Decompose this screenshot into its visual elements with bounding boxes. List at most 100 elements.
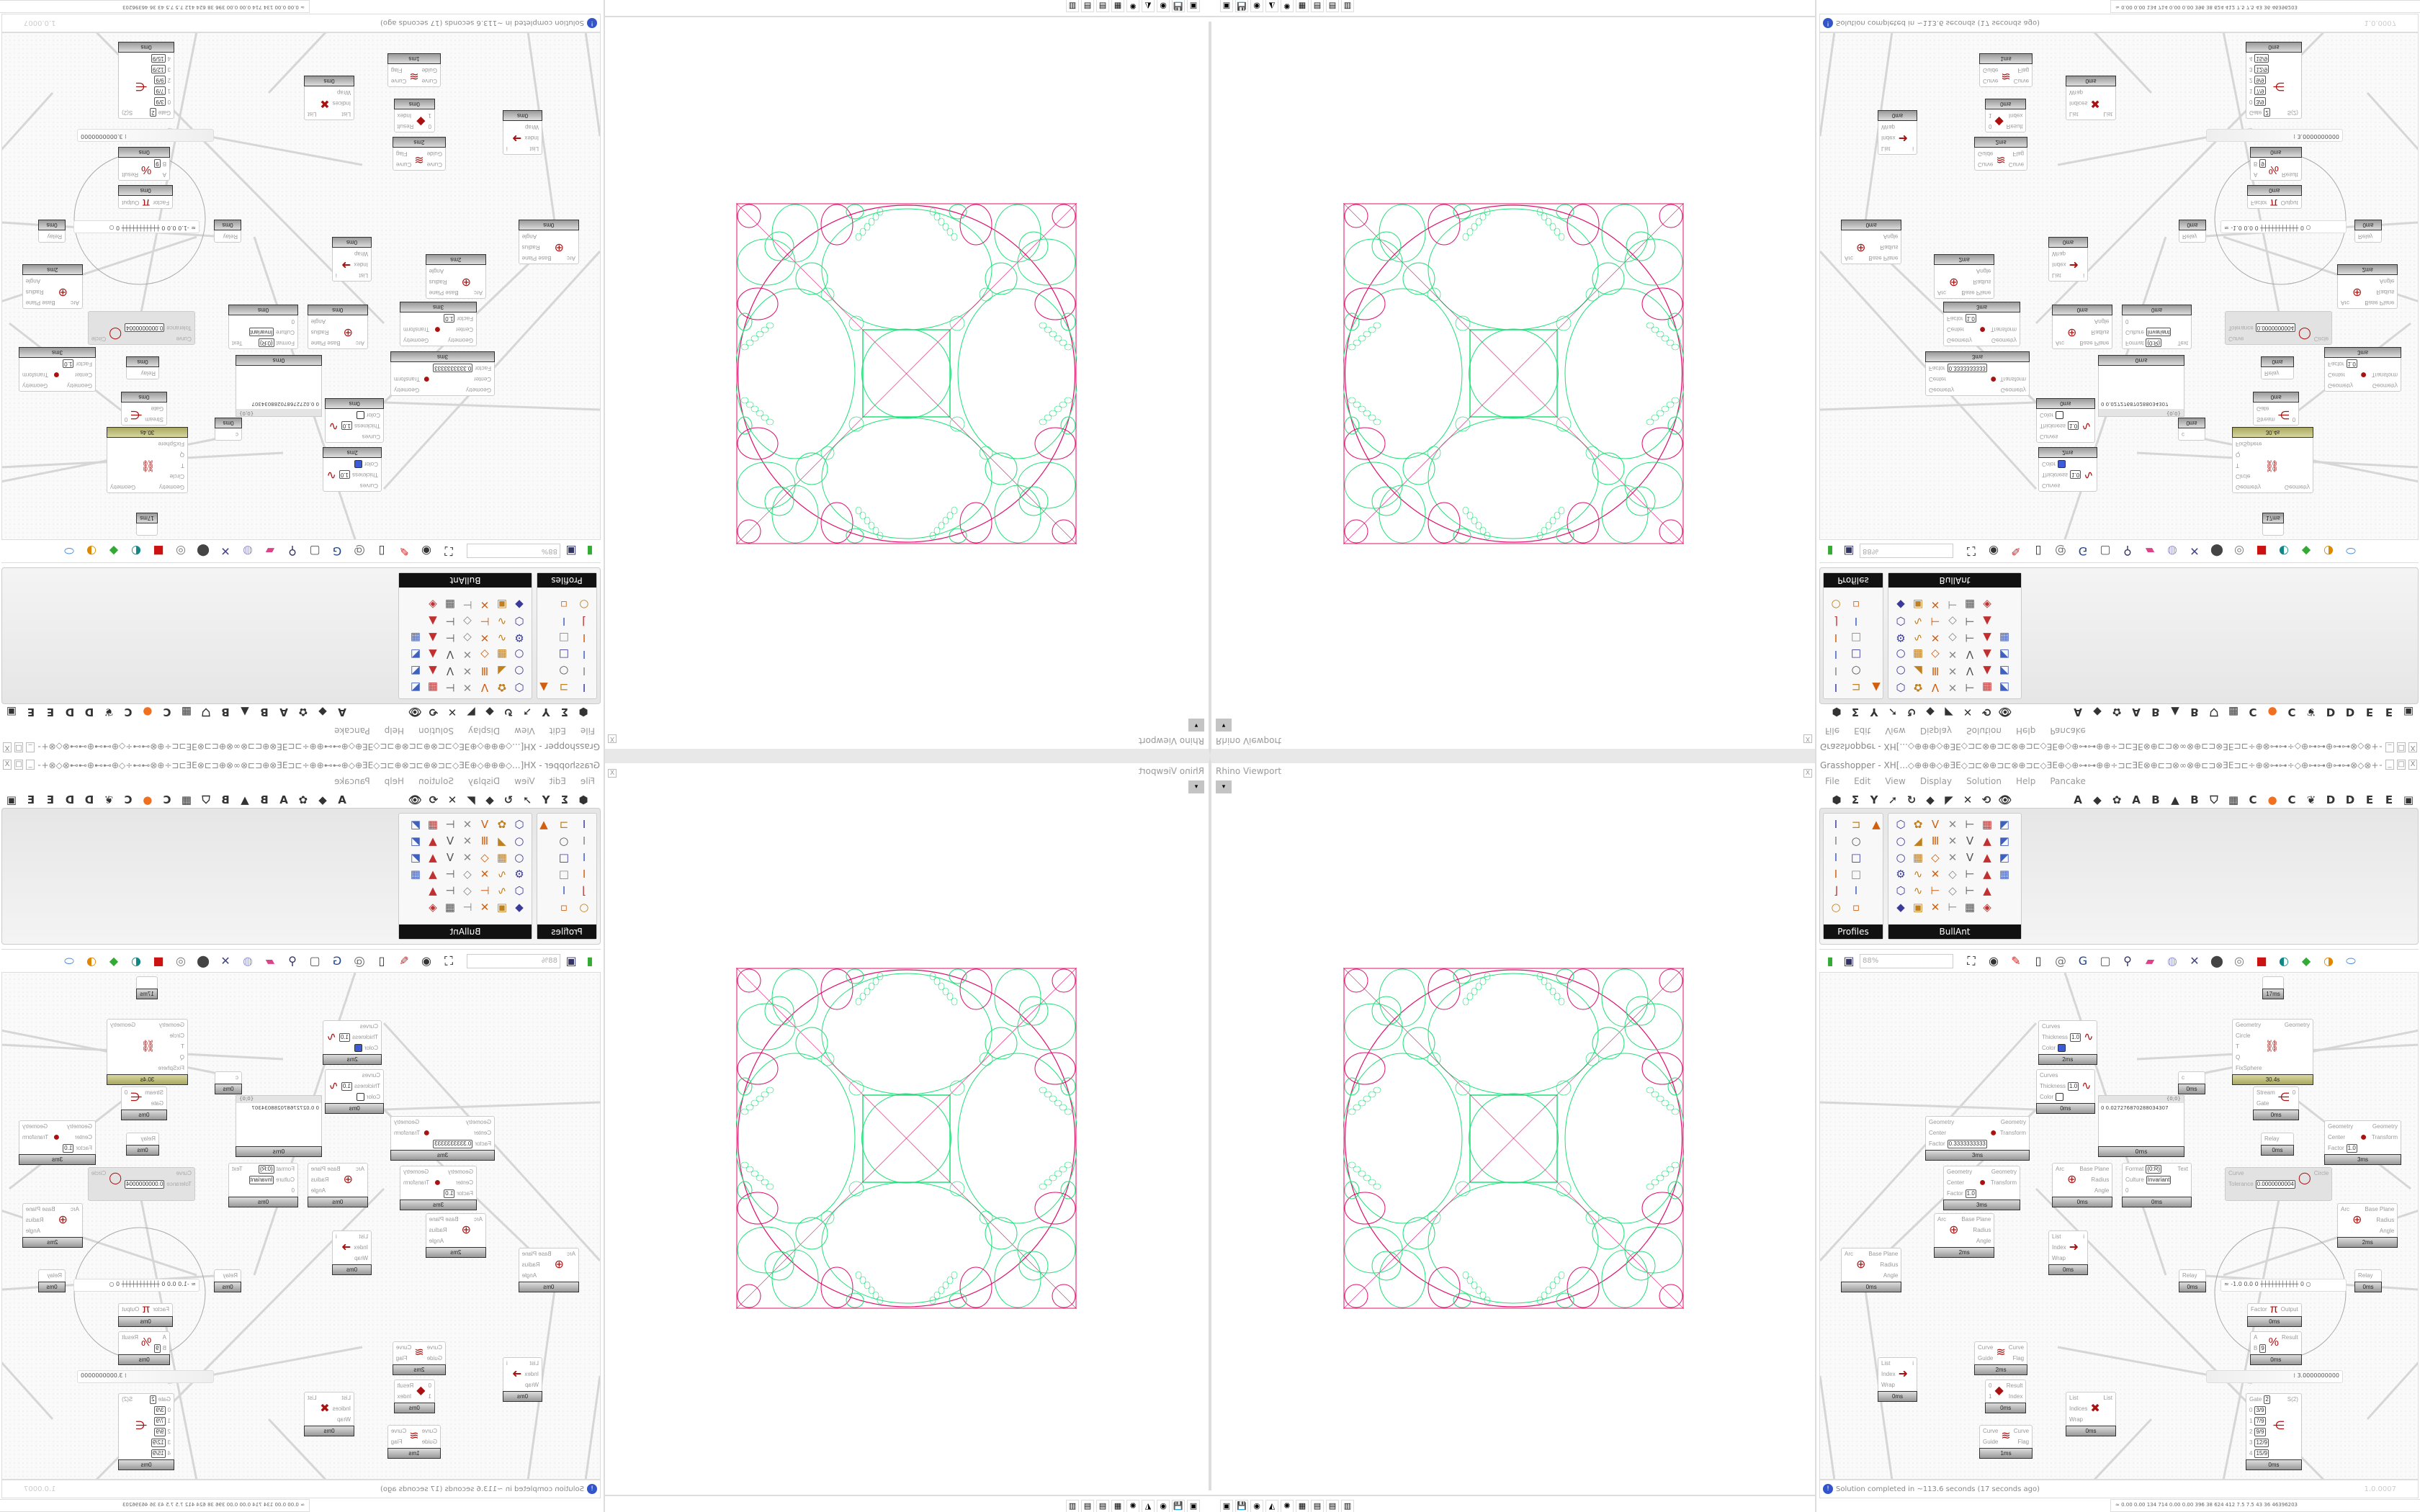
input-port[interactable]: Relay (2182, 1272, 2197, 1279)
component-node[interactable]: Stream Gate ⋲ 0 0ms (2253, 1086, 2300, 1120)
component-node[interactable]: List Index Wrap ➜ i 0ms (503, 110, 542, 155)
input-port[interactable]: Wrap (2069, 89, 2083, 96)
input-port[interactable]: Curves (359, 1023, 378, 1030)
cone-icon[interactable]: ◆ (109, 954, 119, 968)
toolbar-tab-icon[interactable]: C (124, 706, 133, 719)
component-node[interactable]: Geometry Center Factor 1.0 ● Geometry Transfor… (1943, 302, 2020, 346)
viewport-dropdown[interactable]: ▾ (1188, 780, 1204, 793)
param-value[interactable]: 0.3333333333 (433, 364, 473, 373)
component-node[interactable]: 17ms (2262, 513, 2284, 536)
toolbar-tab-icon[interactable]: ▦ (2228, 793, 2239, 806)
input-port[interactable]: List (1881, 145, 1891, 152)
input-port[interactable]: Guide (1983, 67, 1999, 73)
color-swatch[interactable] (356, 1093, 364, 1101)
bullant-component-icon[interactable]: ◆ (515, 598, 524, 611)
bullant-component-icon[interactable]: ◆ (1896, 901, 1905, 914)
component-node[interactable]: Gate 2 0 3/9 1 7/9 2 9/9 3 12/9 4 15/9 ⋲ S(2) 0ms (2246, 42, 2302, 119)
toolbar-icon[interactable]: ⟲ (429, 793, 439, 806)
toolbar-tab-icon[interactable]: ● (143, 706, 153, 719)
output-port[interactable]: Transform (403, 326, 430, 333)
bullant-component-icon[interactable]: ▦ (1912, 851, 1924, 864)
component-node[interactable]: Geometry Center Factor 1.0 ● Geometry Transfor… (19, 1120, 96, 1165)
profiles-component-icon[interactable]: ▫ (1852, 901, 1860, 914)
output-port[interactable]: S(2) (122, 109, 133, 116)
output-port[interactable]: Curve (390, 1428, 407, 1434)
component-node[interactable]: Arc ⊕ Base Plane Radius Angle 2ms (425, 1213, 486, 1258)
bullant-component-icon[interactable]: V (1966, 665, 1974, 678)
input-port[interactable]: Gate (151, 1100, 163, 1107)
component-node[interactable]: Gate 2 0 3/9 1 7/9 2 9/9 3 12/9 4 15/9 ⋲ S(2) 0ms (118, 1393, 174, 1470)
rhino-viewport[interactable]: Rhino Viewport X ▾ (1210, 756, 1815, 1490)
toolbar-icon[interactable]: Σ (1851, 706, 1860, 719)
toolbar-tab-icon[interactable]: A (279, 793, 288, 806)
output-port[interactable]: Flag (2012, 1355, 2025, 1362)
toolbar-icon[interactable]: ↻ (1906, 793, 1917, 806)
bullant-component-icon[interactable]: V (446, 834, 454, 847)
input-port[interactable]: Culture (276, 329, 295, 336)
input-port[interactable]: List (359, 272, 368, 279)
bullant-component-icon[interactable]: ◩ (1999, 681, 2010, 694)
toolbar-tab-icon[interactable]: ✿ (298, 706, 308, 719)
component-node[interactable]: List Index Wrap ➜ i 0ms (1878, 1357, 1917, 1402)
component-node[interactable]: 17ms (136, 976, 158, 999)
output-port[interactable]: Geometry (403, 1169, 429, 1175)
input-port[interactable]: Wrap (337, 89, 351, 96)
bullant-component-icon[interactable]: ▲ (429, 868, 437, 881)
output-port[interactable]: Radius (521, 244, 540, 251)
bullant-component-icon[interactable]: ⚙ (1896, 631, 1906, 644)
component-node[interactable]: Relay 0ms (214, 1269, 241, 1292)
menu-view[interactable]: View (514, 726, 535, 736)
output-port[interactable]: Output (2280, 199, 2298, 206)
toolbar-tab-icon[interactable]: ▣ (6, 793, 17, 806)
gha-icon[interactable]: G (2078, 954, 2088, 968)
input-port[interactable]: Arc (2341, 1206, 2349, 1212)
bullant-component-icon[interactable]: ✕ (462, 648, 472, 661)
component-node[interactable]: Format {0:R} Culture Invariant 0 Text 0ms (228, 1163, 298, 1207)
bullant-component-icon[interactable]: ◩ (410, 834, 421, 847)
bullant-component-icon[interactable]: ◇ (463, 868, 472, 881)
bullant-component-icon[interactable] (1996, 883, 2012, 898)
bullant-component-icon[interactable]: ▲ (1983, 615, 1991, 628)
input-port[interactable]: Center (455, 1179, 473, 1186)
bullant-panel-label[interactable]: BullAnt (399, 573, 532, 588)
toolbar-icon[interactable]: ✕ (447, 706, 457, 719)
profiles-component-icon[interactable] (1868, 867, 1884, 881)
bullant-component-icon[interactable]: ⊢ (445, 818, 455, 831)
toolbar-icon[interactable]: Y (1870, 706, 1878, 719)
profiles-component-icon[interactable]: I (562, 884, 566, 897)
bullant-component-icon[interactable]: ▦ (1981, 681, 1993, 694)
toolbar-tab-icon[interactable]: A (2074, 793, 2082, 806)
param-value[interactable]: 2 (2264, 108, 2270, 117)
bullant-component-icon[interactable]: ✕ (480, 631, 490, 644)
toolbar-tab-icon[interactable]: B (221, 793, 230, 806)
bullant-component-icon[interactable]: ⬡ (1896, 681, 1906, 694)
bullant-component-icon[interactable]: ✕ (1948, 834, 1958, 847)
profiles-component-icon[interactable]: I (1834, 834, 1838, 847)
bullant-component-icon[interactable]: ▦ (1912, 648, 1924, 661)
toolbar-icon[interactable]: ✕ (1963, 706, 1973, 719)
input-port[interactable]: Arc (474, 289, 483, 296)
profiles-component-icon[interactable] (1868, 900, 1884, 914)
bullant-component-icon[interactable]: ⊢ (1965, 615, 1975, 628)
profiles-component-icon[interactable]: I (1834, 868, 1838, 881)
toolbar-tab-icon[interactable]: ⛉ (2210, 793, 2218, 806)
bullant-component-icon[interactable]: ⬡ (1896, 615, 1906, 628)
component-node[interactable]: Relay 0ms (38, 220, 66, 243)
sphere-icon[interactable]: ⬤ (2210, 954, 2223, 968)
toolbar-tab-icon[interactable]: D (65, 706, 75, 719)
bullant-component-icon[interactable]: ◈ (429, 598, 437, 611)
component-node[interactable]: Relay 0ms (2354, 1269, 2382, 1292)
input-port[interactable]: 3 (2249, 1439, 2253, 1446)
input-port[interactable]: Index (354, 1244, 368, 1251)
input-port[interactable]: Geometry (1947, 1169, 1973, 1175)
menu-edit[interactable]: Edit (1854, 776, 1871, 786)
output-port[interactable]: Angle (1883, 233, 1899, 240)
file-icon[interactable]: ▥ (1341, 1500, 1354, 1512)
param-value[interactable]: 3/9 (2254, 1405, 2266, 1415)
input-port[interactable]: Factor (1947, 1190, 1963, 1197)
bake-icon[interactable]: ▯ (2035, 954, 2042, 968)
profiles-component-icon[interactable]: ⌋ (1834, 615, 1838, 628)
profiles-component-icon[interactable]: I (582, 648, 586, 661)
component-node[interactable]: Curves Thickness 1.0 Color ∿ 0ms (2036, 398, 2095, 443)
toolbar-tab-icon[interactable]: ▦ (181, 706, 192, 719)
